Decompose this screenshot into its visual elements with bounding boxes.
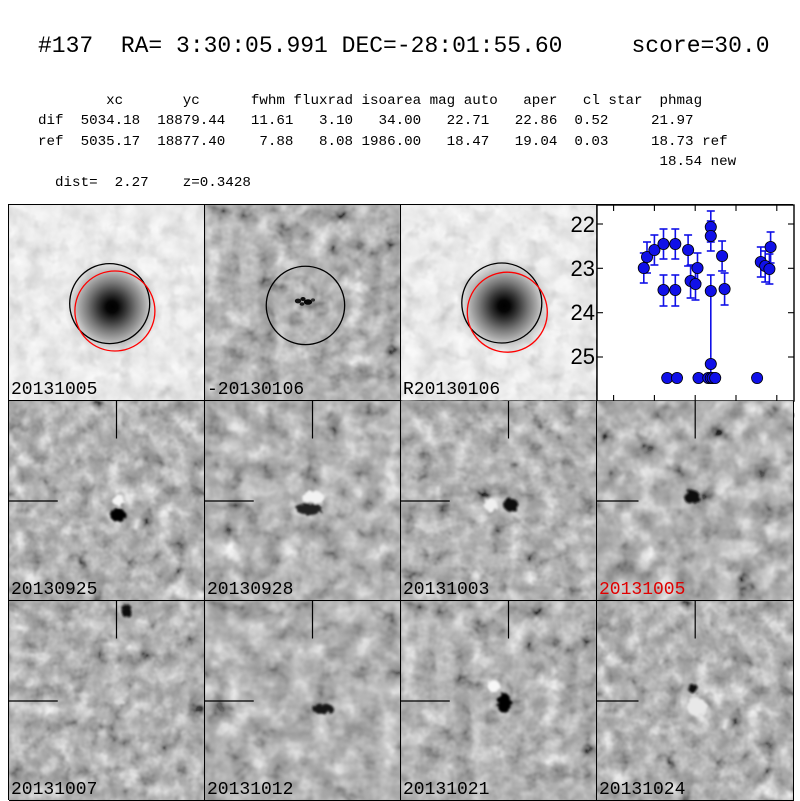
- svg-text:R20130106: R20130106: [403, 380, 500, 400]
- svg-text:20131012: 20131012: [207, 780, 293, 800]
- svg-text:20131024: 20131024: [599, 780, 685, 800]
- svg-text:22: 22: [571, 212, 595, 237]
- svg-text:20130925: 20130925: [11, 580, 97, 600]
- svg-text:20131005: 20131005: [11, 380, 97, 400]
- svg-text:20131005: 20131005: [599, 580, 685, 600]
- svg-text:23: 23: [571, 256, 595, 281]
- svg-text:25: 25: [571, 344, 595, 369]
- svg-text:20130928: 20130928: [207, 580, 293, 600]
- svg-text:24: 24: [571, 300, 595, 325]
- svg-text:-20130106: -20130106: [207, 380, 304, 400]
- svg-text:20131021: 20131021: [403, 780, 489, 800]
- svg-text:20131003: 20131003: [403, 580, 489, 600]
- svg-text:20131007: 20131007: [11, 780, 97, 800]
